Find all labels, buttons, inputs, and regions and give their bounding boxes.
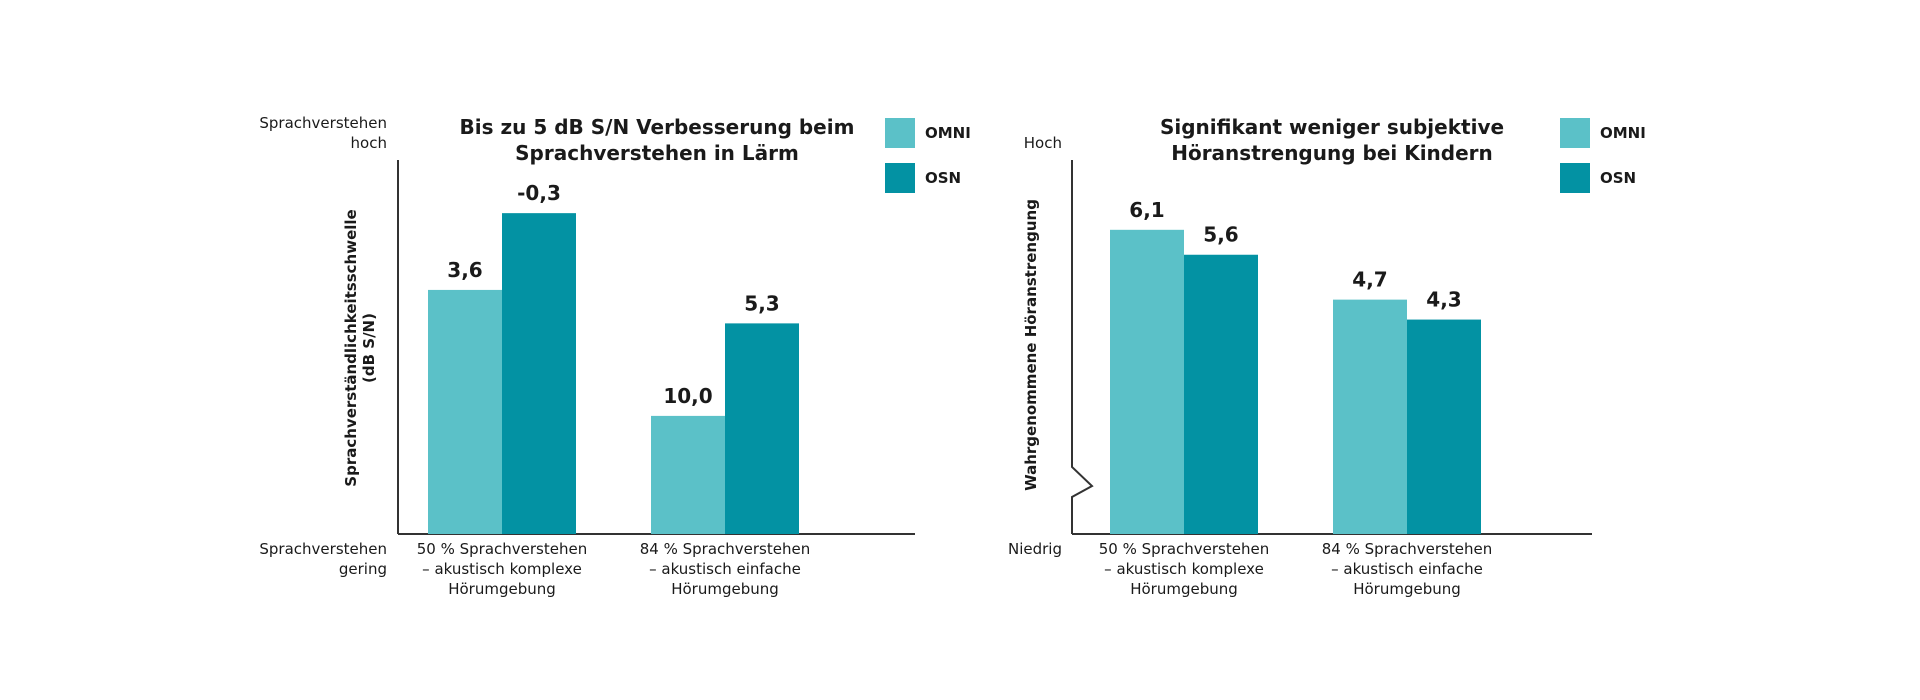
y-axis-title: Wahrgenommene Höranstrengung [1022, 199, 1040, 491]
legend-label-omni: OMNI [1600, 124, 1646, 142]
chart-panel-1: Bis zu 5 dB S/N Verbesserung beimSprachv… [259, 114, 970, 598]
x-tick-label-1: Hörumgebung [448, 580, 556, 598]
legend-swatch-osn [885, 163, 915, 193]
chart-title-line: Bis zu 5 dB S/N Verbesserung beim [460, 115, 855, 139]
chart-title-line: Höranstrengung bei Kindern [1171, 141, 1493, 165]
x-tick-label-2: – akustisch einfache [649, 560, 801, 578]
x-tick-label-1: 50 % Sprachverstehen [417, 540, 587, 558]
y-axis-title-line: Sprachverständlichkeitsschwelle [342, 209, 360, 486]
chart-title-line: Sprachverstehen in Lärm [515, 141, 799, 165]
bar-osn-2 [1407, 319, 1481, 534]
x-tick-label-1: – akustisch komplexe [422, 560, 582, 578]
legend-label-omni: OMNI [925, 124, 971, 142]
legend-swatch-osn [1560, 163, 1590, 193]
legend-swatch-omni [885, 118, 915, 148]
chart-panel-2: Signifikant weniger subjektiveHöranstren… [1008, 115, 1646, 598]
y-axis-title: Sprachverständlichkeitsschwelle(dB S/N) [342, 209, 378, 486]
y-axis-top-label: Hoch [1024, 134, 1062, 152]
x-tick-label-1: – akustisch komplexe [1104, 560, 1264, 578]
y-axis-line-with-break [1071, 160, 1094, 534]
bar-omni-2 [1333, 299, 1407, 534]
y-axis-bottom-label: gering [339, 560, 387, 578]
legend-label-osn: OSN [1600, 169, 1636, 187]
x-tick-label-2: Hörumgebung [671, 580, 779, 598]
y-axis-title-line: Wahrgenommene Höranstrengung [1022, 199, 1040, 491]
data-label-osn-2: 4,3 [1426, 288, 1461, 312]
data-label-osn-1: 5,6 [1203, 223, 1238, 247]
data-label-omni-1: 3,6 [447, 258, 482, 282]
y-axis-top-label: hoch [351, 134, 387, 152]
bar-omni-1 [1110, 229, 1184, 534]
y-axis-top-label: Sprachverstehen [259, 114, 387, 132]
bar-osn-2 [725, 323, 799, 534]
x-tick-label-2: Hörumgebung [1353, 580, 1461, 598]
legend-label-osn: OSN [925, 169, 961, 187]
x-tick-label-2: 84 % Sprachverstehen [1322, 540, 1492, 558]
chart-title-line: Signifikant weniger subjektive [1160, 115, 1504, 139]
x-tick-label-1: 50 % Sprachverstehen [1099, 540, 1269, 558]
data-label-omni-2: 10,0 [663, 384, 712, 408]
bar-omni-1 [428, 289, 502, 534]
data-label-osn-2: 5,3 [744, 291, 779, 315]
y-axis-title-line: (dB S/N) [360, 313, 378, 383]
legend-swatch-omni [1560, 118, 1590, 148]
bar-omni-2 [651, 415, 725, 534]
bar-osn-1 [502, 213, 576, 534]
x-tick-label-1: Hörumgebung [1130, 580, 1238, 598]
y-axis-bottom-label: Niedrig [1008, 540, 1062, 558]
bar-osn-1 [1184, 254, 1258, 534]
y-axis-bottom-label: Sprachverstehen [259, 540, 387, 558]
x-tick-label-2: 84 % Sprachverstehen [640, 540, 810, 558]
x-tick-label-2: – akustisch einfache [1331, 560, 1483, 578]
data-label-omni-2: 4,7 [1352, 268, 1387, 292]
data-label-osn-1: -0,3 [517, 181, 561, 205]
data-label-omni-1: 6,1 [1129, 198, 1164, 222]
